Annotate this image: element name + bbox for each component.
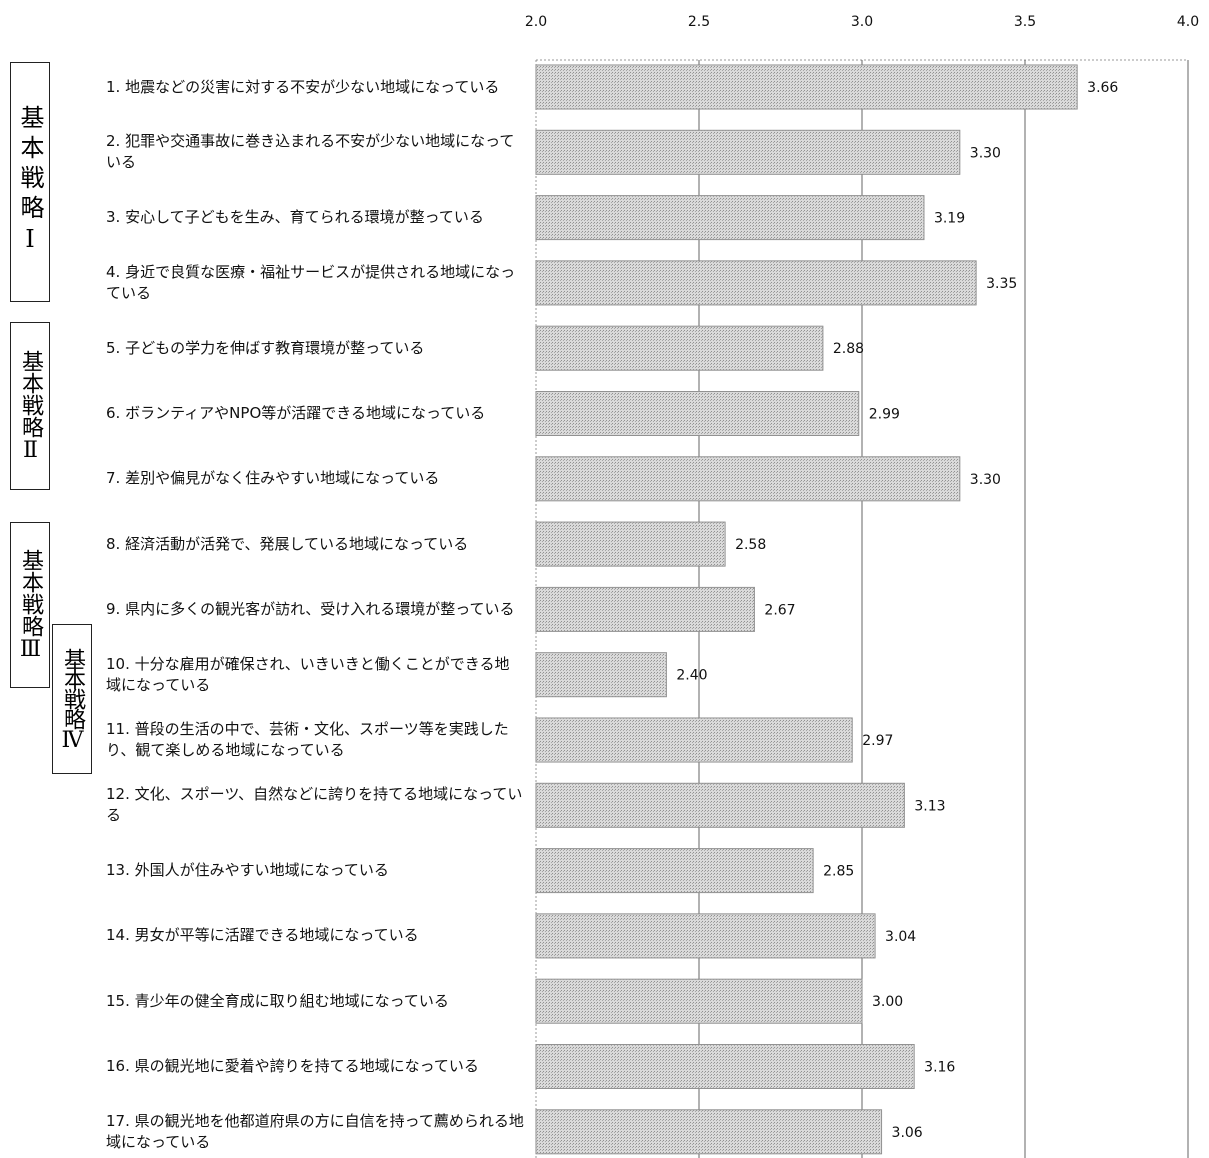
bar bbox=[535, 782, 905, 828]
group-label: 基本戦略Ⅰ bbox=[10, 62, 50, 302]
bar-tint bbox=[536, 326, 823, 371]
category-label: 16. 県の観光地に愛着や誇りを持てる地域になっている bbox=[106, 1057, 479, 1075]
category-label: 14. 男女が平等に活躍できる地域になっている bbox=[106, 926, 419, 945]
bar-tint bbox=[536, 456, 960, 501]
bar bbox=[535, 260, 977, 306]
bar bbox=[535, 325, 824, 371]
category-label: 7. 差別や偏見がなく住みやすい地域になっている bbox=[106, 469, 440, 488]
bar bbox=[535, 848, 814, 894]
value-label: 3.66 bbox=[1087, 80, 1118, 96]
bar bbox=[535, 913, 876, 959]
group-label: 基本戦略Ⅳ bbox=[52, 624, 92, 774]
category-label: 4. 身近で良質な医療・福祉サービスが提供される地域になっている bbox=[106, 262, 516, 302]
value-label: 3.13 bbox=[914, 798, 945, 814]
value-label: 3.19 bbox=[934, 211, 965, 227]
bar-tint bbox=[536, 260, 977, 305]
bar bbox=[535, 64, 1078, 110]
category-label: 15. 青少年の健全育成に取り組む地域になっている bbox=[106, 991, 449, 1010]
x-tick-label: 4.0 bbox=[1177, 14, 1199, 30]
category-label: 1. 地震などの災害に対する不安が少ない地域になっている bbox=[106, 77, 500, 96]
value-label: 2.97 bbox=[862, 733, 893, 749]
x-tick-label: 2.0 bbox=[525, 14, 547, 30]
category-label: 11. 普段の生活の中で、芸術・文化、スポーツ等を実践したり、観て楽しめる地域に… bbox=[106, 720, 509, 759]
bar bbox=[535, 195, 925, 241]
bar-tint bbox=[536, 65, 1078, 109]
bar-tint bbox=[536, 783, 905, 828]
value-label: 3.30 bbox=[970, 472, 1001, 488]
value-label: 3.06 bbox=[892, 1125, 923, 1141]
value-label: 2.85 bbox=[823, 864, 854, 880]
bar-tint bbox=[536, 1109, 882, 1154]
category-label: 17. 県の観光地を他都道府県の方に自信を持って薦められる地域になっている bbox=[106, 1111, 524, 1151]
value-label: 3.04 bbox=[885, 929, 916, 945]
bar-tint bbox=[536, 979, 862, 1024]
category-label: 8. 経済活動が活発で、発展している地域になっている bbox=[106, 534, 469, 553]
bar bbox=[535, 586, 755, 632]
bar bbox=[535, 1109, 883, 1155]
value-label: 2.67 bbox=[764, 602, 795, 618]
bar-tint bbox=[536, 195, 924, 240]
category-label: 6. ボランティアやNPO等が活躍できる地域になっている bbox=[106, 404, 486, 422]
group-label: 基本戦略Ⅲ bbox=[10, 522, 50, 688]
category-label: 10. 十分な雇用が確保され、いきいきと働くことができる地域になっている bbox=[106, 654, 510, 694]
bar-tint bbox=[536, 848, 814, 893]
bar bbox=[535, 652, 667, 698]
bar bbox=[535, 391, 860, 436]
bar-tint bbox=[536, 587, 755, 632]
bar bbox=[535, 978, 863, 1024]
bar bbox=[535, 129, 961, 175]
x-tick-label: 3.0 bbox=[851, 14, 873, 30]
category-label: 9. 県内に多くの観光客が訪れ、受け入れる環境が整っている bbox=[106, 599, 515, 618]
value-label: 2.88 bbox=[833, 341, 864, 357]
category-label: 2. 犯罪や交通事故に巻き込まれる不安が少ない地域になっている bbox=[106, 132, 515, 172]
value-label: 3.00 bbox=[872, 994, 903, 1010]
bar-tint bbox=[536, 522, 726, 567]
bar-tint bbox=[536, 130, 960, 175]
bar-tint bbox=[536, 652, 667, 697]
category-label: 12. 文化、スポーツ、自然などに誇りを持てる地域になっている bbox=[106, 785, 523, 825]
category-label: 3. 安心して子どもを生み、育てられる環境が整っている bbox=[106, 208, 484, 227]
bar-tint bbox=[536, 1044, 915, 1089]
bar-tint bbox=[536, 718, 853, 762]
bar bbox=[535, 1044, 915, 1089]
value-label: 3.16 bbox=[924, 1060, 955, 1076]
category-label: 5. 子どもの学力を伸ばす教育環境が整っている bbox=[106, 338, 425, 357]
value-label: 2.40 bbox=[676, 668, 707, 684]
group-label: 基本戦略Ⅱ bbox=[10, 322, 50, 490]
x-tick-label: 3.5 bbox=[1014, 14, 1036, 30]
bar bbox=[535, 456, 961, 502]
bar bbox=[535, 521, 726, 567]
value-label: 3.35 bbox=[986, 276, 1017, 292]
bar-tint bbox=[536, 913, 876, 958]
x-tick-label: 2.5 bbox=[688, 14, 710, 30]
value-label: 2.99 bbox=[869, 407, 900, 423]
value-label: 3.30 bbox=[970, 145, 1001, 161]
bar bbox=[535, 717, 853, 763]
bar-tint bbox=[536, 391, 859, 436]
value-label: 2.58 bbox=[735, 537, 766, 553]
category-label: 13. 外国人が住みやすい地域になっている bbox=[106, 861, 389, 880]
